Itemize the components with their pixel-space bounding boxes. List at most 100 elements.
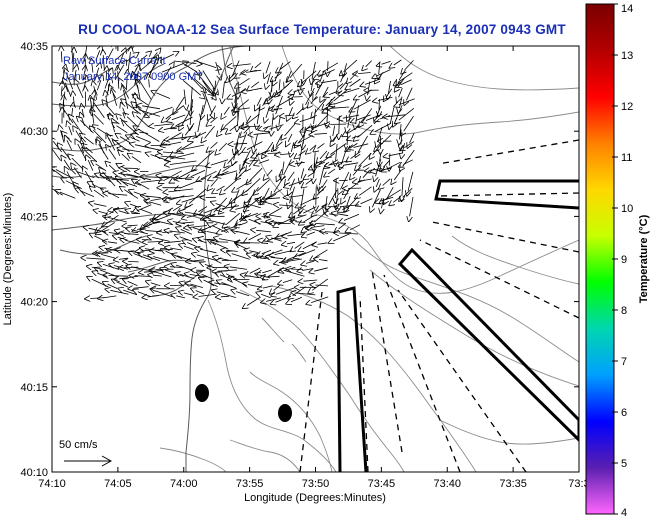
current-vector: [250, 205, 261, 209]
current-vector: [228, 149, 240, 163]
current-vector: [393, 196, 402, 203]
current-vector: [289, 195, 303, 197]
current-vector: [116, 282, 129, 288]
current-vector: [283, 279, 293, 283]
current-vector: [299, 249, 316, 257]
current-vector: [343, 163, 359, 166]
current-vector: [311, 296, 329, 303]
current-vector: [376, 167, 392, 171]
colorbar-tick-label: 4: [621, 507, 627, 519]
current-vector: [146, 196, 161, 198]
current-vector: [223, 81, 225, 98]
current-vector: [156, 269, 174, 270]
current-vector: [136, 136, 151, 143]
current-vector: [410, 197, 414, 216]
current-vector: [139, 79, 152, 100]
current-vector: [86, 258, 105, 259]
current-vector: [318, 69, 335, 78]
current-vector: [238, 108, 250, 110]
current-vector: [215, 61, 220, 75]
current-vector: [234, 142, 239, 160]
current-vector: [286, 258, 302, 262]
current-vector: [267, 169, 273, 176]
y-tick-label: 40:30: [20, 126, 48, 138]
current-vector: [92, 64, 93, 73]
current-vector: [314, 108, 316, 124]
current-vector: [279, 169, 283, 176]
x-tick-label: 73:3: [568, 478, 589, 490]
current-vectors: [52, 46, 415, 306]
current-vector: [153, 275, 162, 276]
current-vector: [344, 213, 360, 220]
colorbar-tick-label: 6: [621, 407, 627, 419]
current-vector: [163, 170, 182, 181]
current-vector: [164, 124, 185, 130]
current-vector: [276, 287, 295, 294]
current-vector: [202, 70, 215, 91]
current-vector: [80, 191, 95, 197]
current-vector: [315, 114, 329, 128]
current-vector: [154, 272, 172, 278]
current-vector: [72, 158, 84, 170]
current-vector: [233, 64, 251, 66]
current-vector: [274, 109, 283, 110]
current-vector: [350, 78, 361, 87]
current-vector: [358, 179, 372, 182]
current-vector: [311, 226, 325, 228]
current-vector: [376, 178, 380, 187]
current-vector: [56, 170, 74, 179]
current-vector: [276, 141, 283, 148]
current-vector: [168, 188, 194, 192]
current-vector: [269, 215, 282, 217]
current-vector: [176, 265, 193, 271]
current-vector: [206, 231, 218, 233]
colorbar-tick-label: 10: [621, 203, 633, 215]
current-vector: [97, 128, 106, 134]
current-vector: [116, 126, 128, 134]
current-vector: [77, 84, 84, 99]
current-vector: [106, 71, 107, 81]
shipping-lanes: [299, 139, 579, 472]
current-vector: [166, 105, 184, 119]
current-vector: [286, 70, 292, 83]
current-vector: [274, 179, 283, 193]
current-vector: [182, 195, 204, 203]
current-vector: [382, 60, 391, 64]
current-vector: [191, 169, 206, 177]
current-vector: [319, 260, 328, 261]
current-vector: [366, 60, 372, 67]
current-vector: [399, 107, 415, 120]
dump-site-marker: [278, 404, 292, 422]
current-vector: [312, 278, 329, 290]
current-vector: [225, 116, 237, 126]
colorbar-tick-label: 13: [621, 50, 633, 62]
current-vector: [334, 98, 350, 104]
current-vector: [182, 222, 194, 223]
current-vector: [336, 144, 338, 161]
current-vector: [246, 113, 260, 125]
current-vector: [339, 233, 359, 234]
current-vector: [113, 93, 118, 106]
current-vector: [190, 284, 204, 288]
current-vector: [320, 168, 324, 186]
current-vector: [99, 211, 108, 213]
current-vector: [77, 172, 95, 179]
current-vector: [401, 132, 402, 144]
current-vector: [293, 87, 306, 92]
current-vector: [282, 161, 284, 175]
y-tick-label: 40:10: [20, 467, 48, 479]
current-vector: [193, 131, 207, 139]
current-vector: [394, 59, 402, 65]
current-vector: [108, 242, 118, 243]
current-vector: [378, 97, 393, 100]
current-vector: [139, 61, 153, 72]
current-vector: [399, 87, 403, 97]
current-vector: [263, 196, 271, 202]
current-vector: [122, 182, 138, 187]
current-vector: [394, 170, 402, 180]
current-vector: [166, 141, 182, 145]
current-vector: [359, 152, 372, 166]
current-vector: [343, 114, 360, 118]
current-vector: [380, 152, 381, 161]
current-vector: [170, 285, 185, 286]
